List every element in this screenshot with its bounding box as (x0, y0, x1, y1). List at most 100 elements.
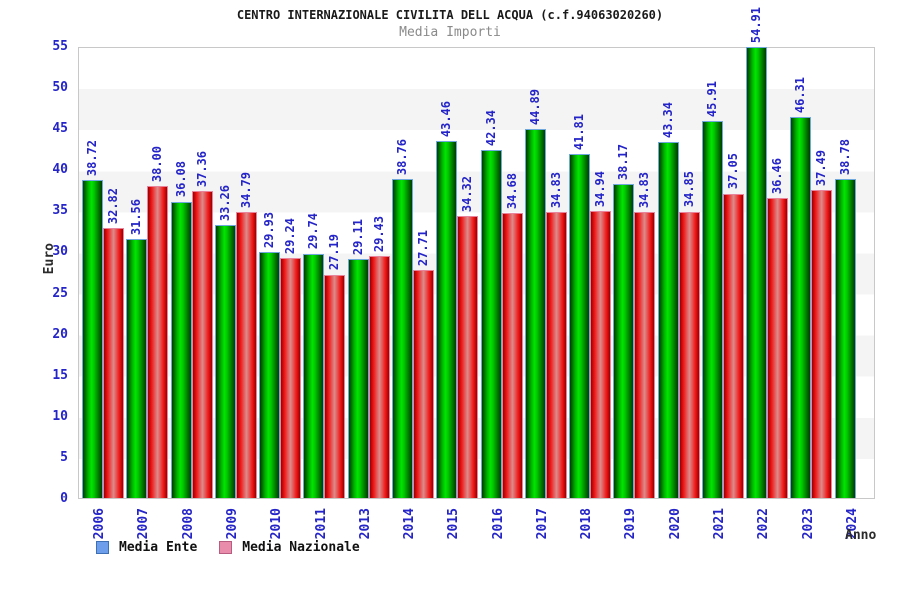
bar-value-label: 34.85 (681, 171, 696, 208)
x-tick-label-2006: 2006 (92, 508, 108, 540)
bar-value-label: 54.91 (749, 6, 764, 43)
bar-media-ente-2023 (790, 117, 812, 498)
legend-label-media-nazionale: Media Nazionale (242, 540, 360, 555)
x-tick-label-2017: 2017 (534, 508, 550, 540)
bar-media-nazionale-2008 (191, 190, 213, 498)
bar-media-ente-2016 (480, 150, 502, 498)
x-tick-label-2010: 2010 (269, 508, 285, 540)
bar-media-ente-2009 (214, 224, 236, 498)
bar-value-label: 44.89 (527, 88, 542, 126)
y-tick-label: 40 (52, 162, 68, 178)
chart-title: CENTRO INTERNAZIONALE CIVILITA DELL ACQU… (236, 8, 664, 22)
x-tick-label-2020: 2020 (667, 508, 683, 540)
bar-media-nazionale-2010 (280, 257, 302, 498)
bar-value-label: 46.31 (793, 77, 808, 114)
bar-value-label: 37.05 (725, 153, 740, 190)
legend: Media Ente Media Nazionale (96, 540, 360, 555)
bar-value-label: 29.11 (350, 218, 365, 255)
bar-media-ente-2014 (391, 179, 413, 498)
x-tick-label-2014: 2014 (402, 508, 418, 540)
chart-subtitle: Media Importi (399, 25, 501, 40)
bar-media-ente-2020 (657, 141, 679, 498)
bar-value-label: 29.24 (283, 217, 298, 254)
bar-value-label: 34.68 (504, 172, 519, 209)
x-tick-label-2007: 2007 (136, 508, 152, 540)
bar-value-label: 31.56 (129, 198, 144, 235)
y-tick-label: 45 (52, 121, 68, 137)
bar-media-ente-2018 (569, 154, 591, 498)
bar-media-nazionale-2017 (545, 211, 567, 498)
y-tick-label: 30 (52, 244, 68, 260)
bar-media-nazionale-2018 (590, 210, 612, 498)
y-tick-label: 50 (52, 80, 68, 96)
x-tick-label-2019: 2019 (623, 508, 639, 540)
bar-value-label: 32.82 (106, 188, 120, 225)
bar-media-ente-2017 (524, 129, 546, 498)
y-tick-label: 35 (52, 203, 68, 219)
bar-value-label: 34.83 (637, 171, 652, 208)
bar-media-ente-2008 (170, 201, 192, 498)
bar-media-nazionale-2020 (678, 211, 700, 498)
bar-media-nazionale-2013 (368, 256, 390, 498)
legend-swatch-media-nazionale (219, 541, 233, 554)
x-tick-label-2013: 2013 (357, 508, 373, 540)
legend-item-media-nazionale: Media Nazionale (219, 540, 360, 555)
x-axis-title: Anno (845, 528, 877, 543)
x-tick-label-2015: 2015 (446, 508, 462, 540)
bar-media-ente-2007 (126, 238, 148, 498)
x-tick-label-2016: 2016 (490, 508, 506, 540)
bar-value-label: 36.08 (173, 161, 188, 198)
bar-value-label: 34.94 (593, 170, 608, 207)
y-tick-label: 55 (52, 39, 68, 54)
bar-value-label: 27.71 (415, 230, 430, 267)
bar-value-label: 34.79 (238, 171, 253, 209)
bar-value-label: 43.46 (439, 100, 454, 137)
x-tick-label-2021: 2021 (712, 508, 728, 540)
bar-value-label: 38.78 (837, 139, 852, 176)
bar-value-label: 29.93 (262, 211, 277, 249)
y-axis-ticks: 0 5 10 15 20 25 30 35 40 45 50 55 (0, 39, 72, 506)
y-axis-title: Euro (42, 243, 57, 275)
x-tick-label-2023: 2023 (800, 508, 816, 540)
bar-media-ente-2010 (259, 252, 281, 498)
bar-media-nazionale-2021 (722, 193, 744, 498)
y-tick-label: 5 (60, 449, 68, 465)
bar-value-label: 38.17 (616, 144, 631, 181)
bar-value-label: 38.72 (85, 139, 99, 176)
bar-media-ente-2011 (303, 253, 325, 498)
plot-area: 38.72 32.82 31.56 38.00 36.08 37.36 33.26 34.79… (78, 7, 875, 499)
bar-value-label: 38.00 (150, 145, 165, 182)
legend-label-media-ente: Media Ente (119, 540, 198, 555)
x-tick-label-2011: 2011 (313, 508, 329, 540)
bar-media-nazionale-2011 (324, 274, 346, 498)
x-tick-label-2018: 2018 (579, 508, 595, 540)
y-tick-label: 25 (52, 285, 68, 301)
bar-media-nazionale-2014 (412, 270, 434, 498)
x-tick-label-2009: 2009 (224, 508, 240, 540)
bar-value-label: 45.91 (704, 80, 719, 117)
bar-value-label: 34.32 (460, 175, 475, 212)
bar-value-label: 42.34 (483, 109, 498, 147)
bar-media-nazionale-2022 (767, 198, 789, 498)
bar-media-ente-2022 (746, 46, 768, 498)
bar-media-ente-2015 (436, 140, 458, 498)
bar-value-label: 27.19 (327, 234, 342, 271)
bar-media-ente-2021 (701, 120, 723, 498)
bar-value-label: 29.74 (306, 213, 321, 250)
bar-value-label: 34.83 (548, 171, 563, 208)
bar-media-ente-2013 (347, 258, 369, 498)
legend-item-media-ente: Media Ente (96, 540, 197, 555)
legend-swatch-media-ente (96, 541, 109, 554)
bar-media-nazionale-2007 (147, 185, 169, 498)
y-tick-label: 0 (60, 491, 68, 506)
y-tick-label: 15 (52, 367, 68, 383)
bar-value-label: 37.49 (814, 149, 829, 186)
y-tick-label: 10 (52, 408, 68, 424)
bar-media-nazionale-2023 (811, 189, 833, 498)
bar-media-nazionale-2009 (235, 212, 257, 498)
bar-media-nazionale-2019 (634, 211, 656, 498)
x-tick-label-2022: 2022 (756, 508, 772, 540)
y-tick-label: 20 (52, 326, 68, 342)
bar-media-nazionale-2016 (501, 213, 523, 498)
